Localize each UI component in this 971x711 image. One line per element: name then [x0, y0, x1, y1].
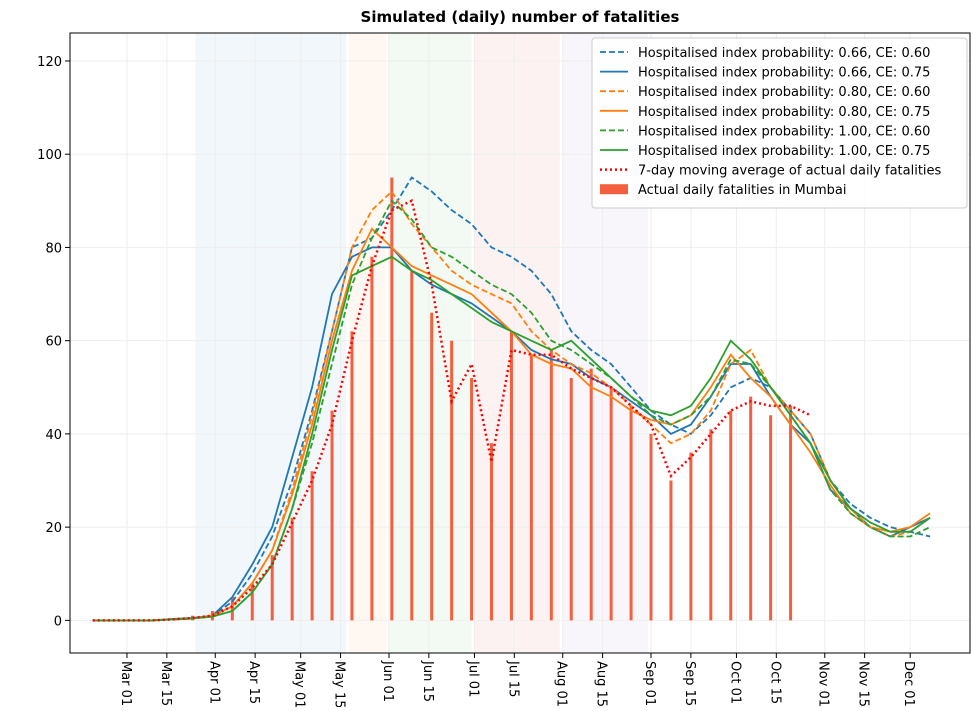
bar: [609, 387, 613, 621]
x-tick-label: Oct 15: [767, 661, 782, 704]
bar: [470, 377, 474, 621]
x-tick-label: May 01: [292, 661, 307, 707]
x-tick-label: Oct 01: [727, 661, 742, 704]
x-tick-label: Sep 15: [682, 661, 697, 706]
bar: [569, 377, 573, 621]
bar: [370, 256, 374, 621]
series-line: [92, 176, 931, 622]
legend-label: Hospitalised index probability: 1.00, CE…: [638, 144, 930, 159]
x-tick-label: Jun 15: [420, 660, 435, 702]
bar: [250, 583, 254, 621]
x-tick-label: Jul 15: [505, 660, 520, 697]
bar: [450, 340, 454, 621]
x-tick-label: Nov 01: [816, 661, 831, 707]
bar: [669, 480, 673, 621]
y-tick-label: 0: [54, 614, 62, 629]
series-line: [92, 255, 931, 622]
bar: [270, 555, 274, 621]
y-tick-label: 60: [45, 335, 62, 350]
series-line: [92, 199, 812, 622]
x-tick-label: Dec 01: [901, 661, 916, 707]
x-tick-label: Apr 15: [246, 661, 261, 704]
y-tick-label: 20: [45, 521, 62, 536]
bar: [709, 429, 713, 621]
legend-label: 7-day moving average of actual daily fat…: [638, 164, 942, 179]
bar: [350, 331, 354, 621]
legend-label: Hospitalised index probability: 1.00, CE…: [638, 124, 930, 139]
bar: [290, 517, 294, 621]
legend-label: Hospitalised index probability: 0.80, CE…: [638, 85, 930, 100]
bar: [689, 452, 693, 621]
bar: [629, 405, 633, 621]
x-tick-label: Mar 15: [158, 661, 173, 706]
legend-swatch: [600, 184, 628, 195]
chart-title: Simulated (daily) number of fatalities: [361, 8, 680, 26]
x-tick-label: Aug 15: [594, 661, 609, 707]
bar: [529, 354, 533, 621]
x-tick-label: Jun 01: [380, 660, 395, 702]
legend-label: Hospitalised index probability: 0.66, CE…: [638, 66, 930, 81]
series-line: [92, 190, 931, 622]
bar: [310, 471, 314, 621]
bar: [430, 312, 434, 621]
x-tick-label: Sep 01: [642, 661, 657, 706]
bar: [490, 443, 494, 621]
bar: [410, 270, 414, 621]
bar: [330, 410, 334, 621]
bar: [769, 415, 773, 621]
bar: [789, 405, 793, 621]
y-tick-label: 80: [45, 241, 62, 256]
y-tick-label: 40: [45, 428, 62, 443]
bar: [729, 410, 733, 621]
y-tick-label: 120: [37, 55, 62, 70]
bar: [649, 433, 653, 621]
bar: [509, 331, 513, 621]
x-tick-label: Nov 15: [856, 661, 871, 707]
legend-label: Hospitalised index probability: 0.66, CE…: [638, 46, 930, 61]
legend-label: Actual daily fatalities in Mumbai: [638, 183, 847, 198]
y-tick-label: 100: [37, 148, 62, 163]
bar: [230, 597, 234, 621]
legend-box: [591, 37, 968, 209]
bar: [749, 396, 753, 621]
x-tick-label: May 15: [332, 661, 347, 707]
x-tick-label: Mar 01: [118, 661, 133, 706]
plot-frame: [69, 32, 971, 654]
legend-label: Hospitalised index probability: 0.80, CE…: [638, 105, 930, 120]
bar: [589, 368, 593, 621]
phase-span: [349, 33, 387, 653]
phase-span: [474, 33, 560, 653]
bar: [390, 177, 394, 621]
x-tick-label: Aug 01: [554, 661, 569, 707]
bar: [549, 349, 553, 621]
x-tick-label: Apr 01: [206, 661, 221, 704]
x-tick-label: Jul 01: [465, 660, 480, 697]
